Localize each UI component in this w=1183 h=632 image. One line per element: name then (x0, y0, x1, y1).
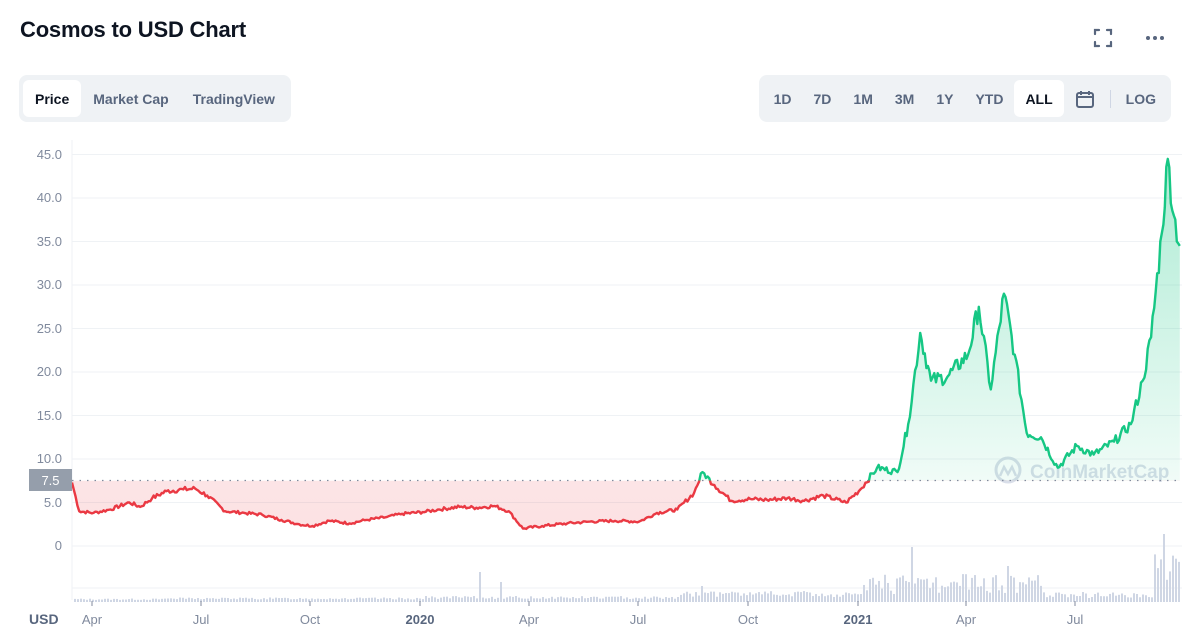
x-tick-label: Oct (737, 612, 759, 627)
y-tick-label: 0 (54, 538, 62, 553)
y-tick-label: 20.0 (36, 364, 62, 379)
y-tick-label: 40.0 (36, 190, 62, 205)
fullscreen-button[interactable] (1091, 26, 1115, 50)
range-3m[interactable]: 3M (894, 90, 915, 107)
x-tick-label: Apr (81, 612, 103, 627)
x-tick-label: Apr (955, 612, 977, 627)
range-1m[interactable]: 1M (853, 90, 873, 107)
range-1y[interactable]: 1Y (936, 90, 954, 107)
x-tick-label: 2021 (843, 612, 873, 627)
y-tick-label: 5.0 (43, 494, 62, 510)
more-options-icon (1146, 36, 1164, 40)
range-tabs: 1D 7D 1M 3M 1Y YTD ALL LOG (758, 75, 1171, 122)
fullscreen-icon (1093, 28, 1113, 48)
calendar-icon (1075, 90, 1094, 108)
range-1d[interactable]: 1D (773, 90, 792, 107)
tab-market-cap[interactable]: Market Cap (93, 90, 169, 107)
x-tick-label: Jul (1066, 612, 1084, 627)
header-actions (1091, 26, 1167, 50)
x-tick-label: Jul (629, 612, 647, 627)
more-options-button[interactable] (1143, 26, 1167, 50)
tab-price[interactable]: Price (23, 80, 82, 117)
currency-label: USD (29, 611, 59, 627)
date-range-button[interactable] (1064, 80, 1106, 117)
range-ytd[interactable]: YTD (975, 90, 1004, 107)
x-tick-label: Apr (518, 612, 540, 627)
range-7d[interactable]: 7D (813, 90, 832, 107)
divider (1109, 89, 1111, 108)
y-tick-label: 15.0 (36, 407, 62, 423)
x-tick-label: 2020 (405, 612, 435, 627)
range-all[interactable]: ALL (1014, 80, 1064, 117)
current-price-badge: 7.5 (29, 469, 72, 491)
y-tick-label: 10.0 (36, 451, 62, 466)
page-title: Cosmos to USD Chart (20, 17, 246, 42)
volume-bars (74, 534, 1180, 602)
tab-tradingview[interactable]: TradingView (192, 90, 275, 107)
y-tick-label: 25.0 (36, 320, 62, 336)
x-tick-label: Oct (299, 612, 321, 627)
y-tick-label: 45.0 (36, 146, 62, 162)
price-line-down (72, 480, 871, 531)
price-line-up (698, 157, 1181, 481)
y-tick-label: 30.0 (36, 277, 62, 292)
chart-type-tabs: Price Market Cap TradingView (19, 75, 291, 122)
x-tick-label: Jul (192, 612, 210, 627)
log-scale-toggle[interactable]: LOG (1125, 90, 1156, 107)
x-axis-ticks (91, 601, 1076, 606)
y-tick-label: 35.0 (36, 233, 62, 249)
